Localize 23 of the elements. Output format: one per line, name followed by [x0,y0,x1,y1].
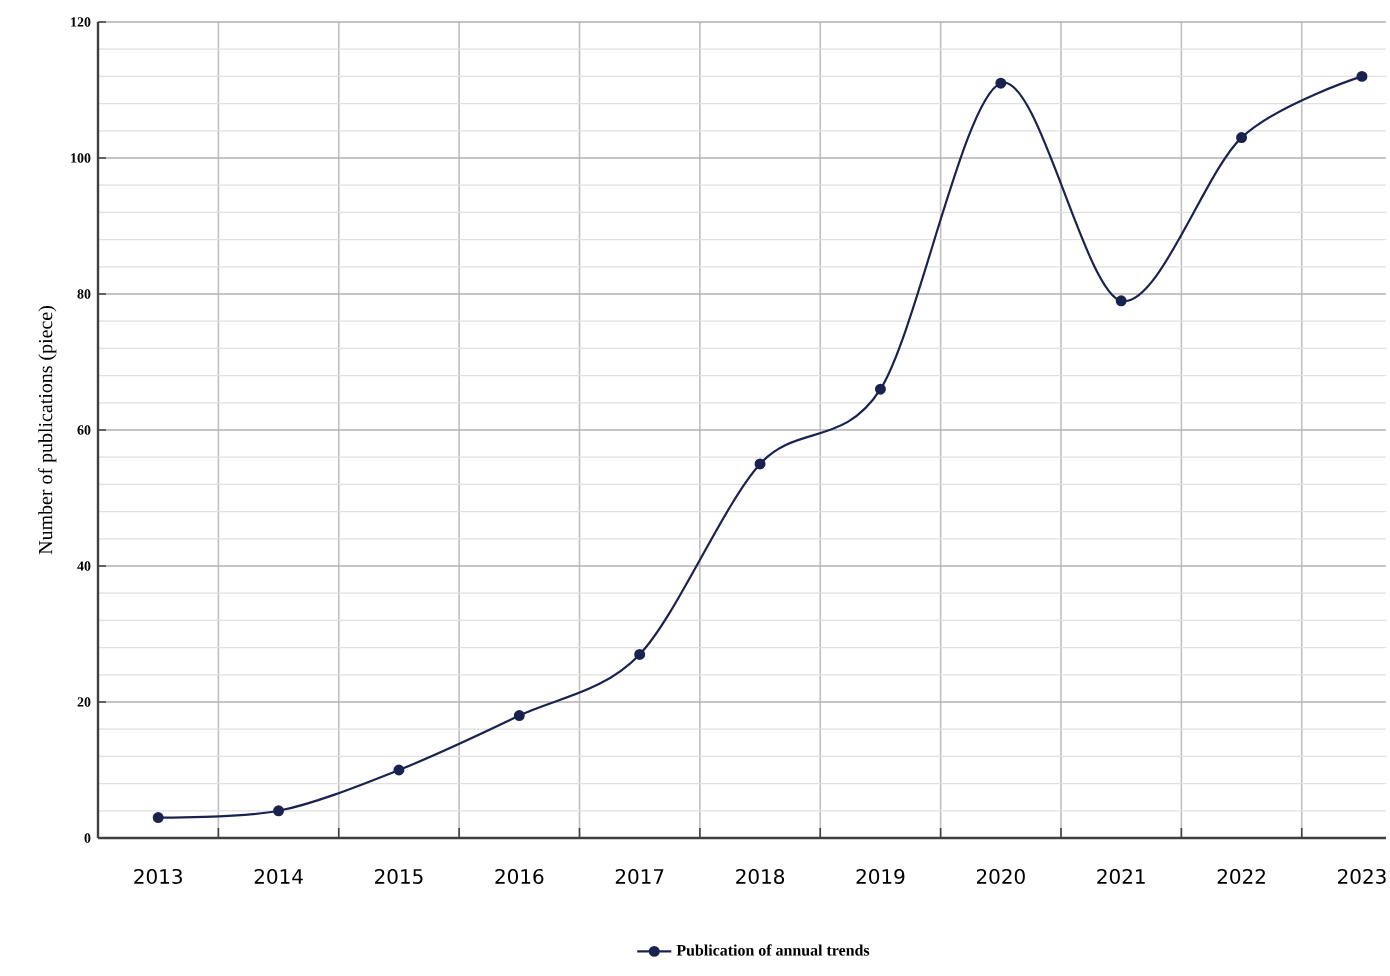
point [152,812,164,824]
x-tick-label: 2023 [1338,868,1386,885]
x-tick-label: 2021 [1097,868,1145,885]
point [1115,295,1127,307]
point [995,77,1007,89]
x-tick-label: 2022 [1217,868,1265,885]
point [513,710,525,722]
point [634,648,646,660]
point [1236,132,1248,144]
x-tick-label: 2019 [856,868,905,885]
x-tick-label: 2017 [615,868,664,885]
x-tick-label: 2016 [495,868,544,885]
point [754,458,766,470]
x-tick-label: 2014 [254,868,303,885]
point [393,764,405,776]
point [874,383,886,395]
point [1356,70,1368,82]
x-tick-label: 2018 [736,868,785,885]
x-tick-label: 2020 [976,868,1025,885]
x-tick-label: 2015 [375,868,423,885]
x-tick-label: 2013 [134,868,182,885]
point [273,805,285,817]
y-axis-title: Number of publications (piece) [38,306,57,555]
